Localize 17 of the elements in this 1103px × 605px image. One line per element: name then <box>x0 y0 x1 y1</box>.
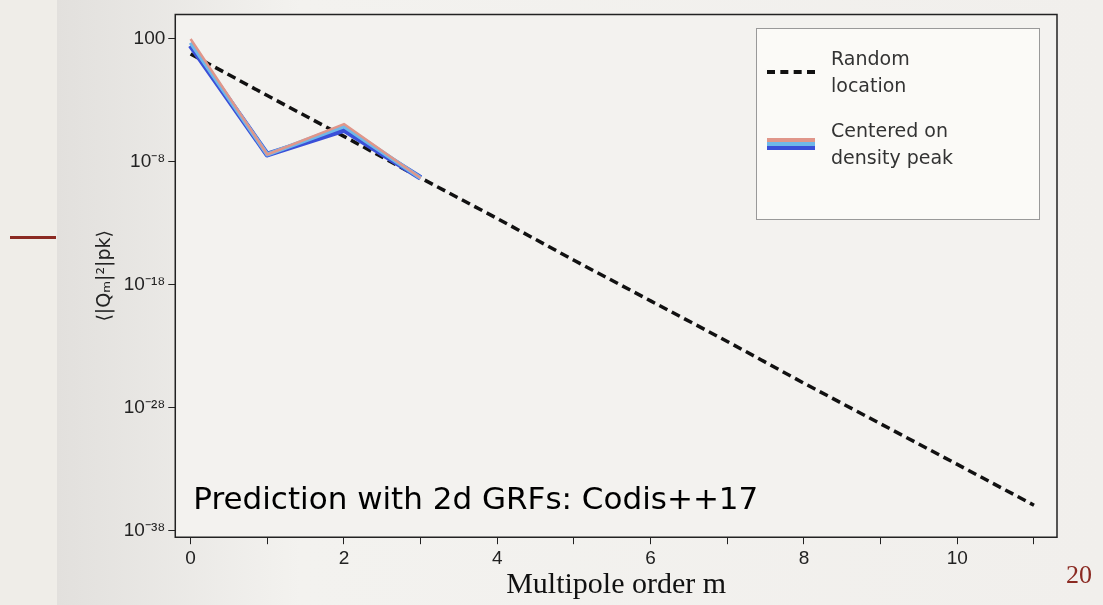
y-tick-label: 10⁻¹⁸ <box>123 273 166 295</box>
x-tick-label: 6 <box>645 546 656 568</box>
y-tick-label: 10⁻⁸ <box>130 150 166 172</box>
x-axis-title: Multipole order m <box>506 565 727 599</box>
x-tick-label: 0 <box>185 546 196 568</box>
annotation: Prediction with 2d GRFs: Codis++17 <box>193 480 759 517</box>
y-tick-label: 10⁻²⁸ <box>123 396 166 418</box>
y-tick-label: 100 <box>133 27 166 49</box>
x-tick-label: 8 <box>798 546 810 568</box>
legend-label: Centered on density peak <box>831 118 955 170</box>
y-tick-label: 10⁻³⁸ <box>123 519 166 541</box>
legend-label: Random location <box>831 46 911 98</box>
x-tick-label: 4 <box>492 546 504 568</box>
x-tick-label: 2 <box>338 546 350 568</box>
x-tick-label: 10 <box>946 546 968 568</box>
y-axis-title: ⟨|Qₘ|²|pk⟩ <box>92 230 116 322</box>
text: 20 <box>1066 560 1092 589</box>
